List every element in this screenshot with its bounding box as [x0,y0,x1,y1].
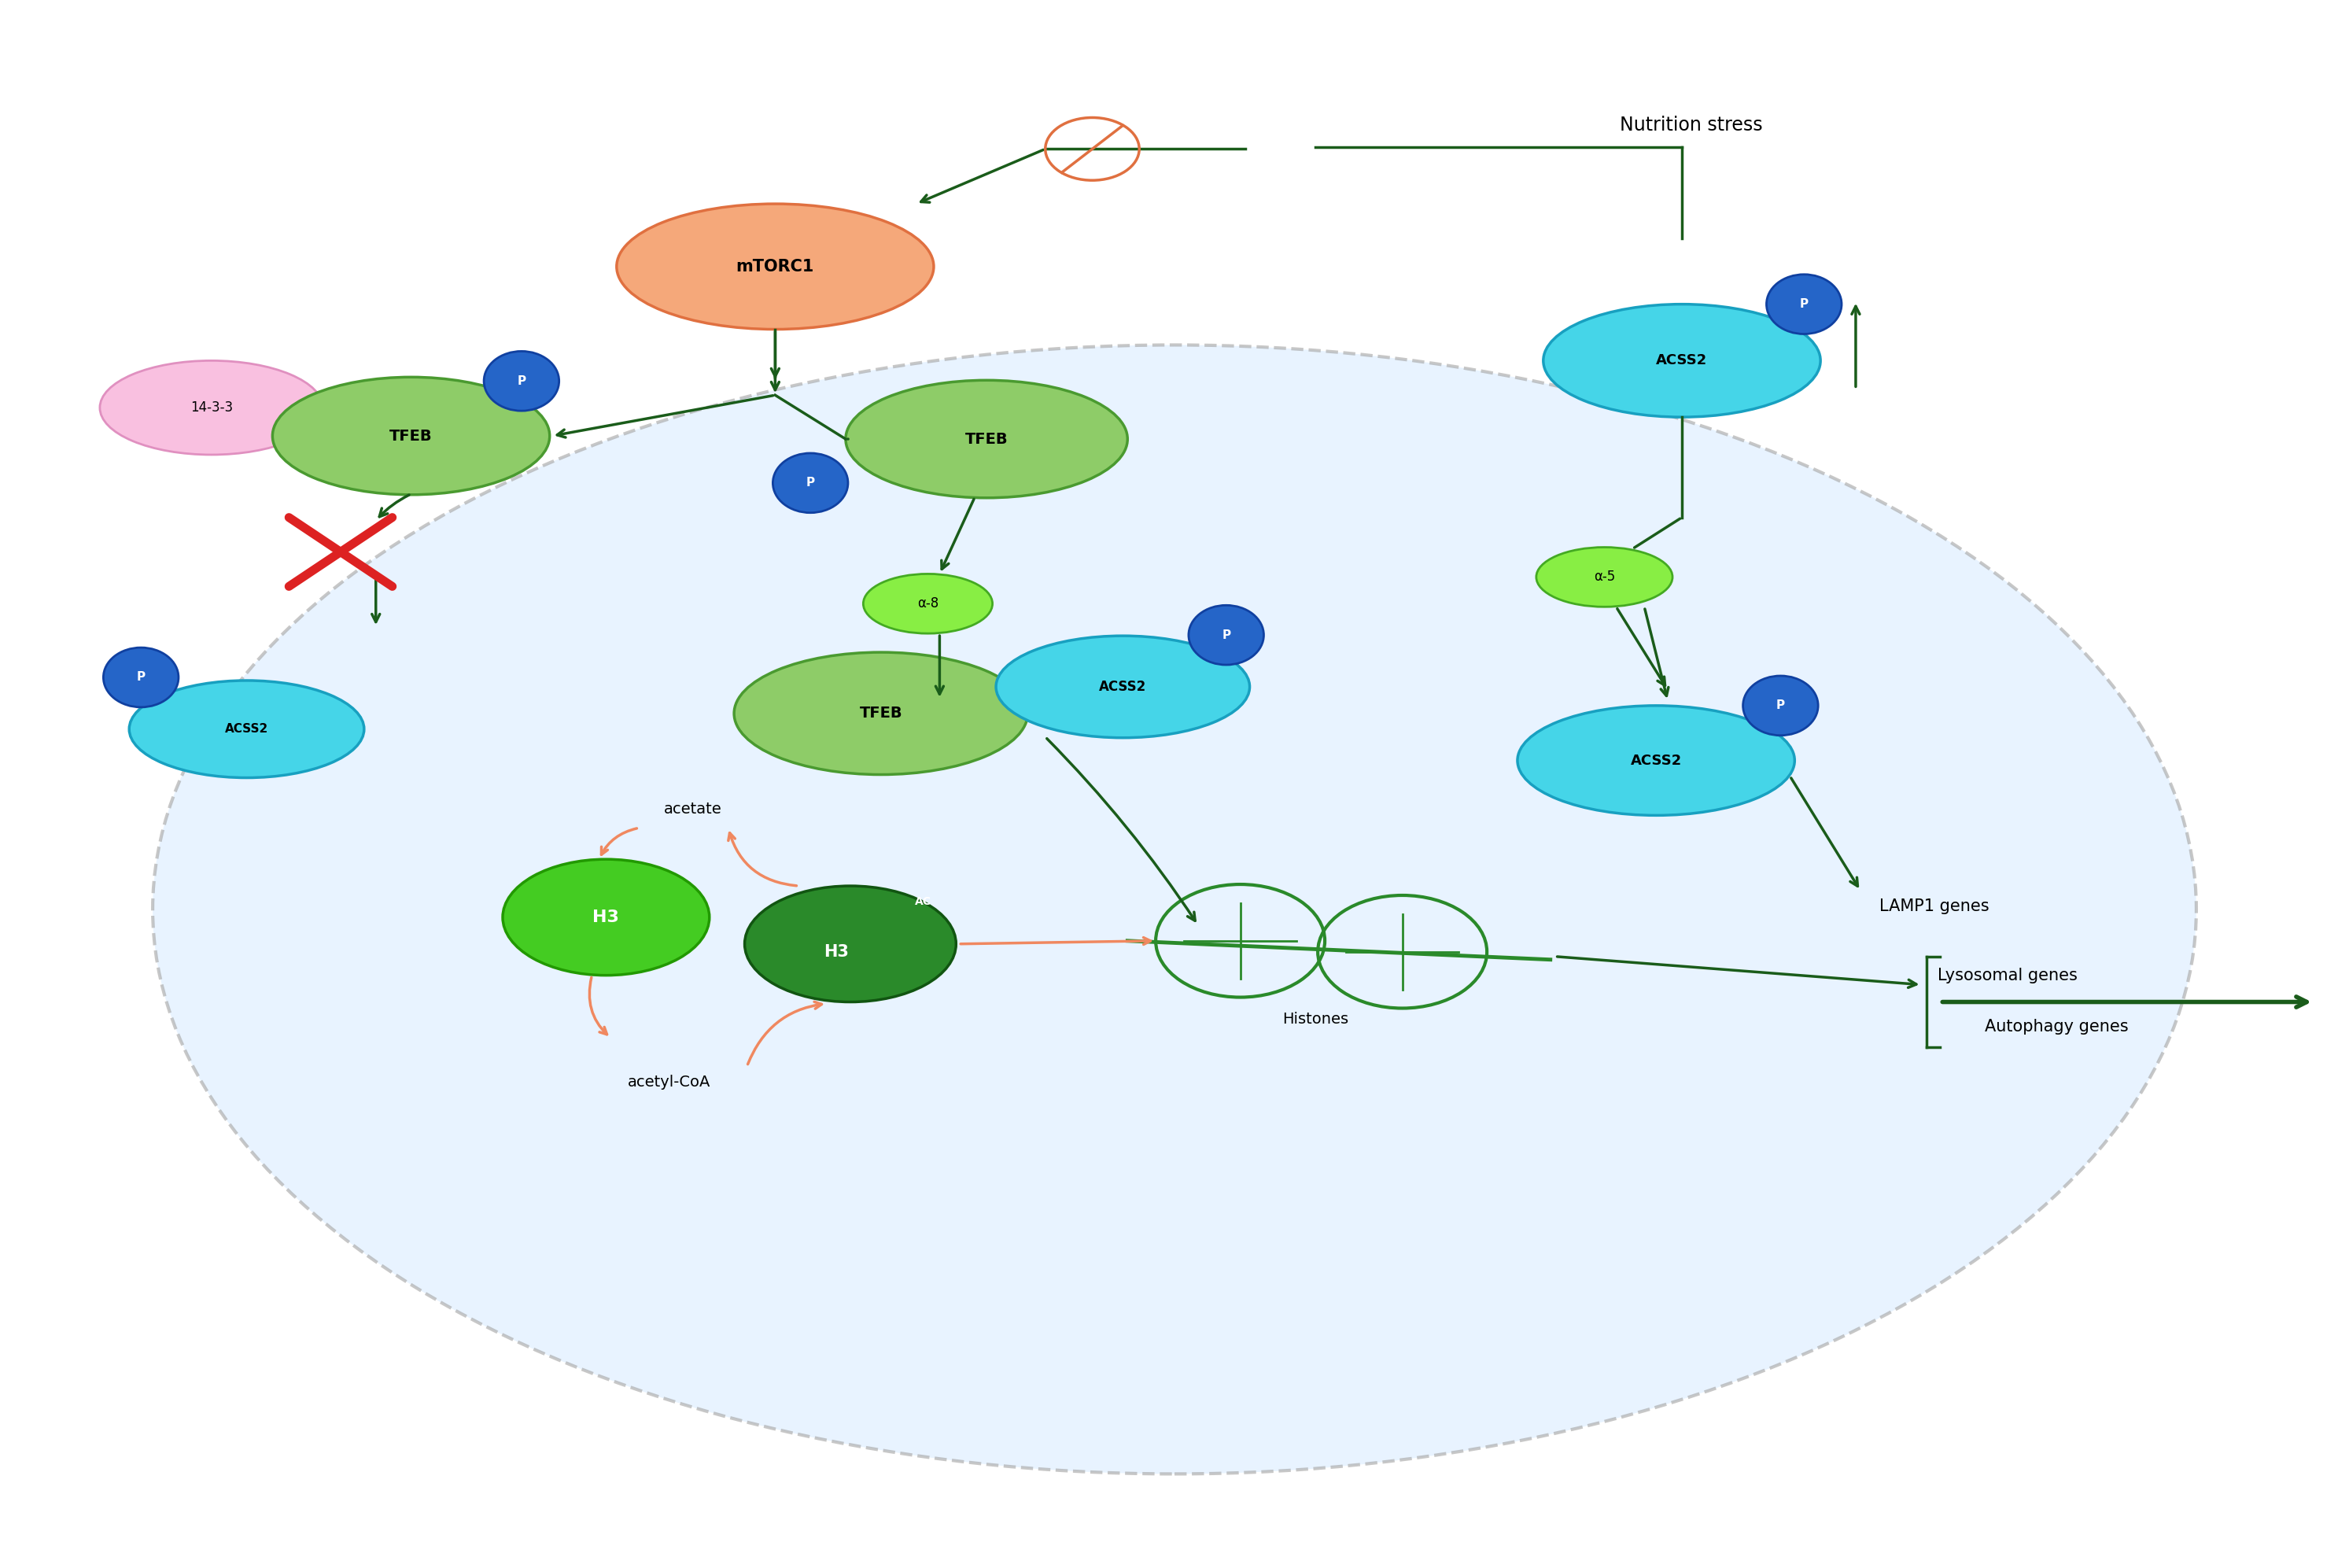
Text: LAMP1 genes: LAMP1 genes [1879,898,1990,914]
Ellipse shape [1543,304,1820,417]
Text: AC: AC [914,895,933,908]
Text: H3: H3 [824,944,848,960]
Text: TFEB: TFEB [860,706,902,721]
Text: P: P [136,671,146,684]
Text: P: P [806,477,815,489]
Ellipse shape [103,648,179,707]
Text: acetate: acetate [665,801,721,817]
Text: TFEB: TFEB [965,431,1008,447]
Ellipse shape [733,652,1029,775]
Text: 14-3-3: 14-3-3 [190,400,233,416]
Ellipse shape [1743,676,1818,735]
Ellipse shape [503,859,709,975]
Ellipse shape [615,204,933,329]
Ellipse shape [1536,547,1672,607]
Text: ACSS2: ACSS2 [226,723,268,735]
Ellipse shape [1517,706,1795,815]
Text: TFEB: TFEB [390,428,432,444]
Ellipse shape [484,351,559,411]
Text: α-8: α-8 [916,596,940,612]
Text: α-5: α-5 [1593,569,1616,585]
Ellipse shape [773,453,848,513]
Ellipse shape [1766,274,1842,334]
Ellipse shape [864,574,991,633]
Text: H3: H3 [592,909,620,925]
Ellipse shape [272,378,550,495]
Text: Nutrition stress: Nutrition stress [1621,116,1762,135]
Text: P: P [1221,629,1231,641]
Ellipse shape [996,637,1250,739]
Text: acetyl-CoA: acetyl-CoA [627,1074,712,1090]
Text: P: P [517,375,526,387]
Ellipse shape [129,681,364,778]
Text: ACSS2: ACSS2 [1656,353,1708,368]
Ellipse shape [99,361,324,455]
Text: Histones: Histones [1283,1011,1348,1027]
Ellipse shape [745,886,956,1002]
Text: Lysosomal genes: Lysosomal genes [1938,967,2079,983]
Text: P: P [1799,298,1809,310]
Text: Autophagy genes: Autophagy genes [1985,1019,2128,1035]
Text: ACSS2: ACSS2 [1630,753,1682,768]
Ellipse shape [1189,605,1264,665]
Ellipse shape [846,379,1128,499]
Text: mTORC1: mTORC1 [735,259,815,274]
Text: P: P [1776,699,1785,712]
Ellipse shape [153,345,2196,1474]
Text: ACSS2: ACSS2 [1099,679,1146,695]
